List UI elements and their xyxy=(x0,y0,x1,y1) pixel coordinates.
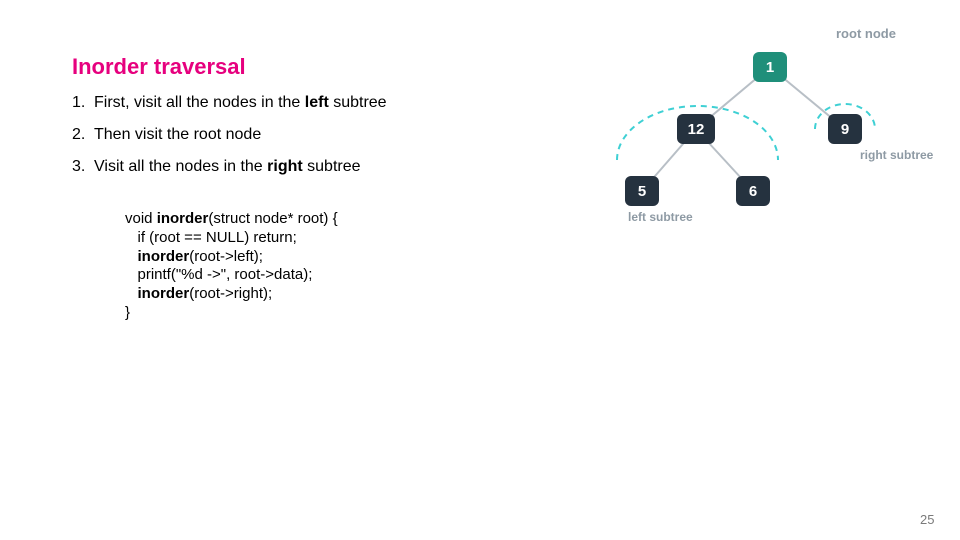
code-text: void xyxy=(125,210,157,227)
step-item: 3.Visit all the nodes in the right subtr… xyxy=(72,158,361,176)
tree-diagram: 1 12 9 5 6 root node right subtree left subtree xyxy=(560,20,960,240)
code-bold: inorder xyxy=(138,285,190,302)
tree-node: 12 xyxy=(677,114,715,144)
step-text: First, visit all the nodes in the xyxy=(94,94,305,111)
step-text: Then visit the root node xyxy=(94,126,261,143)
step-text: Visit all the nodes in the xyxy=(94,158,267,175)
step-item: 2.Then visit the root node xyxy=(72,126,261,144)
code-text: if (root == NULL) return; xyxy=(125,229,297,246)
code-line: void inorder(struct node* root) { xyxy=(125,210,338,229)
code-block: void inorder(struct node* root) { if (ro… xyxy=(125,210,338,323)
page-number: 25 xyxy=(920,512,934,527)
step-bold: right xyxy=(267,158,303,175)
code-text: printf("%d ->", root->data); xyxy=(125,266,312,283)
code-text xyxy=(125,248,138,265)
tree-label: root node xyxy=(836,26,896,41)
step-bold: left xyxy=(305,94,329,111)
tree-label: right subtree xyxy=(860,148,933,162)
step-number: 2. xyxy=(72,126,94,144)
code-text: (struct node* root) { xyxy=(208,210,337,227)
code-text: (root->left); xyxy=(189,248,263,265)
code-bold: inorder xyxy=(138,248,190,265)
code-line: if (root == NULL) return; xyxy=(125,229,338,248)
code-line: printf("%d ->", root->data); xyxy=(125,266,338,285)
code-text: } xyxy=(125,304,130,321)
code-text xyxy=(125,285,138,302)
page-title: Inorder traversal xyxy=(72,54,246,80)
tree-node: 9 xyxy=(828,114,862,144)
tree-node: 6 xyxy=(736,176,770,206)
tree-node: 5 xyxy=(625,176,659,206)
step-text: subtree xyxy=(329,94,387,111)
code-line: } xyxy=(125,304,338,323)
step-number: 1. xyxy=(72,94,94,112)
step-text: subtree xyxy=(303,158,361,175)
tree-node: 1 xyxy=(753,52,787,82)
tree-label: left subtree xyxy=(628,210,693,224)
code-text: (root->right); xyxy=(189,285,272,302)
code-bold: inorder xyxy=(157,210,209,227)
code-line: inorder(root->right); xyxy=(125,285,338,304)
code-line: inorder(root->left); xyxy=(125,248,338,267)
step-item: 1.First, visit all the nodes in the left… xyxy=(72,94,387,112)
step-number: 3. xyxy=(72,158,94,176)
